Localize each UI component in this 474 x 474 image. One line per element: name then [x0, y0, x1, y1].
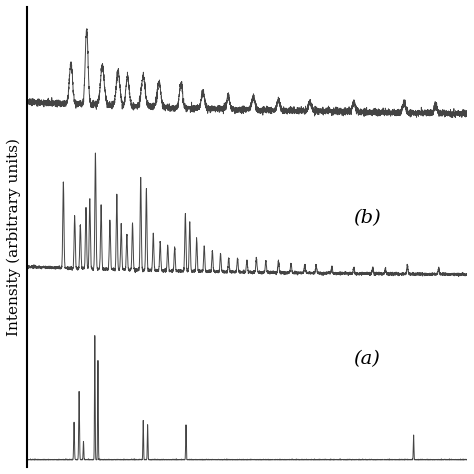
Text: (a): (a)	[353, 350, 380, 368]
Text: (b): (b)	[353, 210, 380, 228]
Y-axis label: Intensity (arbitrary units): Intensity (arbitrary units)	[7, 138, 21, 336]
